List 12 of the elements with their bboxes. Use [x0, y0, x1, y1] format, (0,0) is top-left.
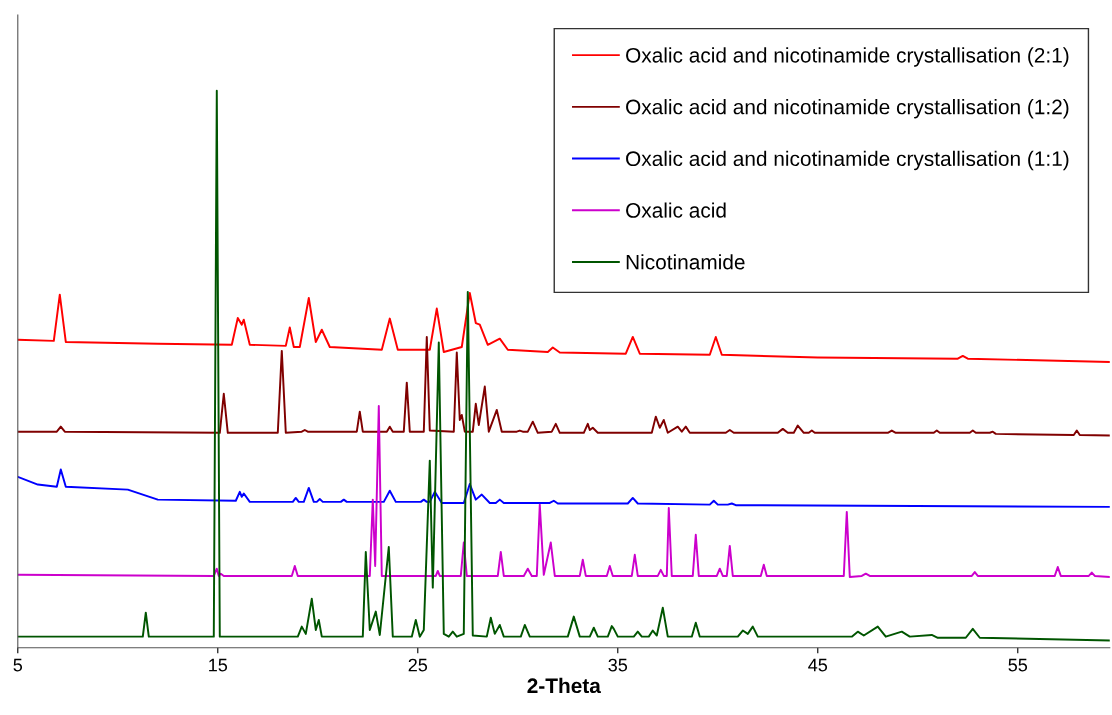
legend-label: Oxalic acid and nicotinamide crystallisation (1:1)	[626, 150, 1069, 171]
x-tick-label: 15	[209, 658, 228, 672]
x-axis-title: 2-Theta	[527, 677, 601, 694]
legend-label: Nicotinamide	[626, 254, 745, 270]
x-tick-label: 35	[608, 658, 628, 672]
x-tick-label: 25	[408, 658, 428, 672]
legend-label: Oxalic acid	[626, 202, 726, 218]
x-tick-label: 55	[1008, 658, 1028, 672]
legend-label: Oxalic acid and nicotinamide crystallisation (1:2)	[626, 99, 1069, 119]
x-tick-label: 5	[13, 658, 23, 672]
x-tick-label: 45	[808, 658, 828, 672]
legend-label: Oxalic acid and nicotinamide crystallisation (2:1)	[626, 47, 1069, 67]
